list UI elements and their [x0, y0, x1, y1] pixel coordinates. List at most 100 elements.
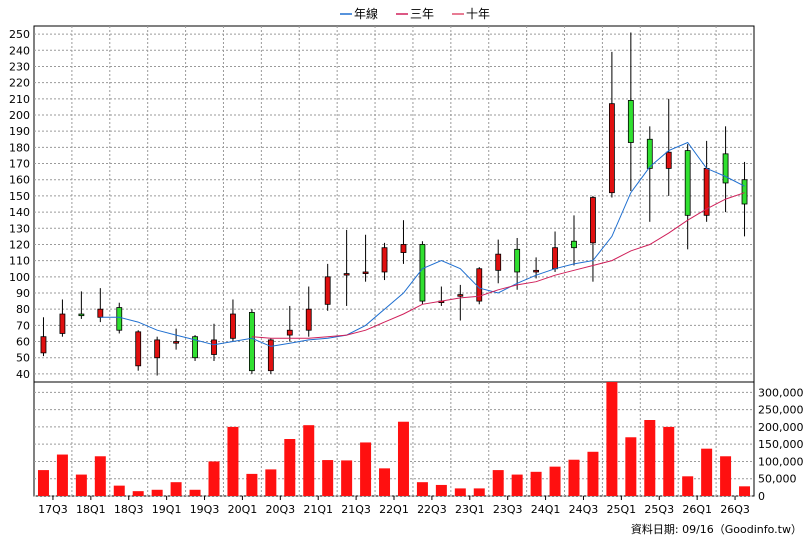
price-tick-label: 230	[9, 60, 30, 73]
x-tick-label: 18Q3	[114, 503, 144, 516]
volume-bar	[682, 476, 694, 496]
volume-tick-label: 300,000	[758, 386, 804, 399]
candle-up	[40, 336, 47, 354]
x-tick-label: 20Q3	[265, 503, 295, 516]
volume-bar	[606, 382, 618, 496]
volume-bar	[492, 470, 504, 496]
volume-bar	[208, 461, 220, 496]
volume-tick-label: 50,000	[758, 473, 797, 486]
volume-bar	[37, 470, 49, 496]
price-tick-label: 110	[9, 255, 30, 268]
axis-labels: 40 50 60 70 80 90 100 110 120 130 140 150 160 170 180 1…	[9, 28, 804, 516]
price-tick-label: 100	[9, 271, 30, 284]
ma-line-年線	[100, 141, 745, 347]
volume-tick-label: 250,000	[758, 404, 804, 417]
candle-down	[646, 138, 653, 169]
volume-bar	[397, 421, 409, 496]
volume-bar	[265, 469, 277, 496]
x-tick-label: 26Q1	[682, 503, 712, 516]
volume-tick-label: 150,000	[758, 438, 804, 451]
volume-bar	[587, 451, 599, 496]
volume-bar	[435, 484, 447, 496]
data-date-label: 資料日期: 09/16（Goodinfo.tw）	[631, 522, 802, 536]
x-tick-label: 26Q3	[720, 503, 750, 516]
volume-bar	[644, 420, 656, 496]
candle-down	[684, 150, 691, 216]
price-tick-label: 90	[16, 287, 30, 300]
candle-up	[400, 244, 407, 253]
price-tick-label: 160	[9, 174, 30, 187]
x-tick-label: 19Q3	[190, 503, 220, 516]
candle-down	[419, 244, 426, 302]
volume-bar	[530, 471, 542, 496]
legend-label: 三年	[410, 7, 434, 21]
candle-up	[552, 247, 558, 270]
volume-bar	[75, 474, 87, 496]
x-tick-label: 21Q1	[303, 503, 333, 516]
volume-bar	[416, 482, 428, 496]
candle-up	[362, 271, 369, 274]
price-tick-label: 140	[9, 206, 30, 219]
volume-bar	[473, 488, 485, 496]
volume-bar	[663, 426, 675, 496]
volume-bar	[227, 426, 239, 496]
candle-up	[343, 273, 350, 276]
volume-bar	[625, 437, 637, 496]
volume-bar	[303, 425, 315, 496]
candle-down	[78, 313, 85, 317]
volume-bar	[284, 439, 296, 496]
x-tick-label: 23Q1	[455, 503, 485, 516]
volume-bar	[94, 456, 106, 496]
candle-up	[665, 151, 672, 169]
volume-bar	[511, 474, 523, 496]
candle-up	[230, 313, 236, 339]
volume-bar	[701, 448, 713, 496]
price-tick-label: 250	[9, 28, 30, 41]
volume-bar	[454, 488, 466, 496]
volume-bar	[56, 454, 68, 496]
price-tick-label: 70	[16, 319, 30, 332]
volume-tick-label: 0	[758, 490, 765, 503]
candle-down	[741, 179, 748, 205]
candle-up	[457, 294, 464, 297]
x-tick-label: 22Q3	[417, 503, 447, 516]
legend-label: 十年	[466, 7, 490, 21]
price-tick-label: 50	[16, 352, 30, 365]
x-tick-label: 18Q1	[76, 503, 106, 516]
candle-up	[305, 308, 312, 331]
candle-down	[192, 336, 198, 359]
candle-down	[627, 100, 634, 143]
x-tick-label: 22Q1	[379, 503, 409, 516]
x-tick-label: 21Q3	[341, 503, 371, 516]
price-tick-label: 220	[9, 77, 30, 90]
volume-bar	[189, 489, 201, 496]
price-tick-label: 130	[9, 222, 30, 235]
volume-bar	[720, 456, 732, 496]
x-tick-label: 24Q3	[569, 503, 599, 516]
moving-average-lines	[100, 141, 745, 347]
x-tick-label: 25Q1	[607, 503, 637, 516]
price-tick-label: 40	[16, 368, 30, 381]
chart-legend: 年線 三年 十年	[340, 6, 490, 21]
candle-up	[59, 313, 66, 334]
candle-down	[248, 312, 255, 372]
price-tick-label: 170	[9, 158, 30, 171]
x-tick-label: 24Q1	[531, 503, 561, 516]
price-tick-label: 210	[9, 93, 30, 106]
price-tick-label: 200	[9, 109, 30, 122]
candle-down	[722, 153, 729, 184]
candle-up	[533, 269, 540, 273]
candle-up	[381, 247, 388, 273]
ma-line-三年	[251, 192, 745, 339]
candle-up	[608, 103, 615, 194]
volume-bar	[151, 489, 163, 496]
price-tick-label: 120	[9, 238, 30, 251]
price-tick-label: 180	[9, 141, 30, 154]
candle-up	[173, 341, 180, 344]
volume-bar	[322, 460, 334, 496]
volume-bar	[341, 460, 353, 496]
volume-bar	[246, 473, 258, 496]
candle-up	[495, 253, 502, 271]
candle-down	[116, 307, 123, 331]
